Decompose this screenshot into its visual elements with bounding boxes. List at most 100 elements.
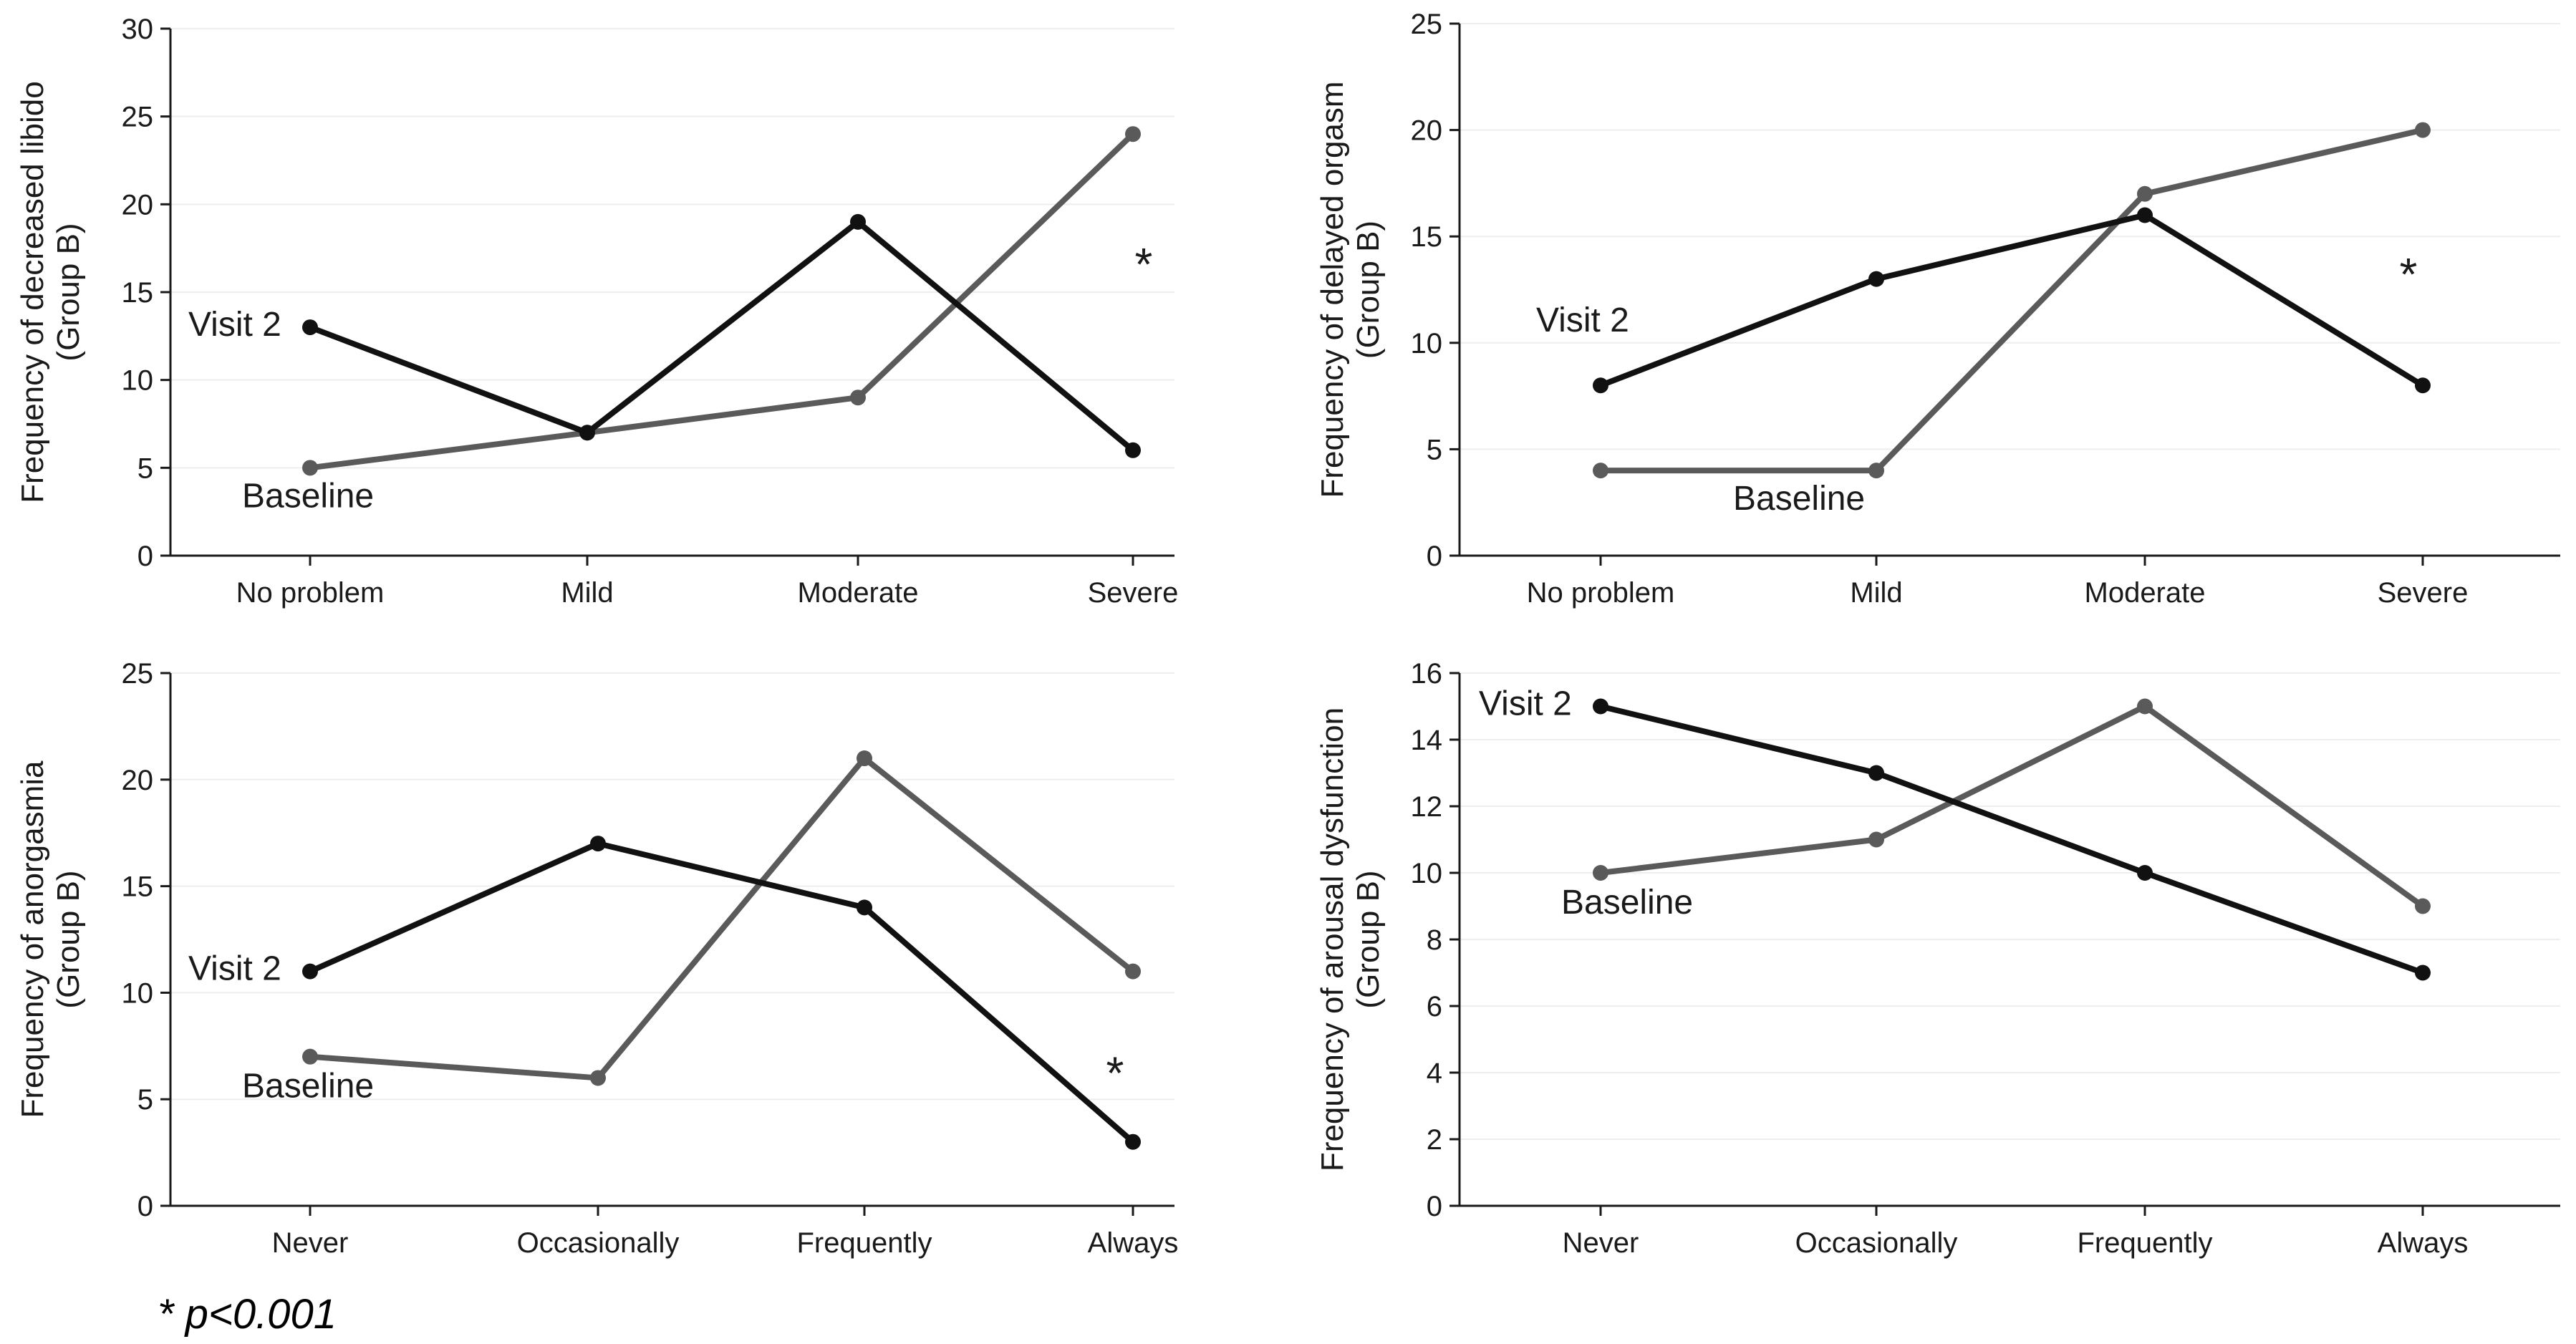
series-line-visit2 <box>1598 212 2426 389</box>
y-axis-label: Frequency of decreased libido(Group B) <box>15 81 86 503</box>
data-point-visit2 <box>1593 377 1608 394</box>
x-tick-label: Moderate <box>798 577 919 609</box>
y-tick-label: 8 <box>1427 924 1442 956</box>
data-point-visit2 <box>579 425 595 441</box>
data-point-baseline <box>1868 463 1884 479</box>
data-point-baseline <box>302 1048 318 1065</box>
y-tick-label: 10 <box>1411 858 1443 889</box>
data-point-visit2 <box>2137 865 2153 881</box>
significance-star: * <box>1106 1048 1124 1099</box>
y-tick-label: 6 <box>1427 991 1442 1022</box>
series-line-baseline <box>307 755 1136 1081</box>
x-tick-label: Never <box>1563 1227 1639 1259</box>
y-axis-label-line2: (Group B) <box>1351 870 1386 1008</box>
y-tick-label: 0 <box>1427 1191 1442 1222</box>
x-tick-label: Occasionally <box>1795 1227 1958 1259</box>
series-line-visit2 <box>307 218 1136 453</box>
y-axis-label-line2: (Group B) <box>51 870 86 1008</box>
data-point-visit2 <box>302 319 318 336</box>
series-line-visit2 <box>307 841 1136 1145</box>
y-tick-label: 0 <box>138 541 153 572</box>
data-point-baseline <box>302 460 318 476</box>
footnote: * p<0.001 <box>158 1291 337 1338</box>
x-tick-label: Severe <box>1088 577 1179 609</box>
y-axis-label-line2: (Group B) <box>51 223 86 361</box>
x-tick-label: No problem <box>236 577 385 609</box>
data-point-visit2 <box>1868 271 1884 287</box>
data-point-baseline <box>850 390 866 406</box>
y-tick-label: 15 <box>122 277 154 309</box>
x-tick-label: Frequently <box>797 1227 932 1259</box>
data-point-baseline <box>1868 831 1884 848</box>
series-label-visit2: Visit 2 <box>1536 301 1629 339</box>
y-tick-label: 25 <box>122 658 154 690</box>
series-line-baseline <box>1598 703 2426 909</box>
data-point-baseline <box>1593 865 1608 881</box>
series-label-baseline: Baseline <box>1561 884 1693 922</box>
data-point-visit2 <box>857 899 872 916</box>
x-tick-label: Always <box>2378 1227 2469 1259</box>
data-point-visit2 <box>2415 377 2431 394</box>
x-tick-label: Always <box>1088 1227 1179 1259</box>
series-label-visit2: Visit 2 <box>188 306 281 344</box>
data-point-baseline <box>1125 963 1141 980</box>
x-tick-label: Frequently <box>2078 1227 2213 1259</box>
series-label-visit2: Visit 2 <box>188 950 281 988</box>
x-tick-label: Severe <box>2378 577 2469 609</box>
series-line-visit2 <box>1598 703 2426 976</box>
data-point-visit2 <box>1593 698 1608 715</box>
y-tick-label: 4 <box>1427 1058 1442 1089</box>
data-point-visit2 <box>1125 1133 1141 1150</box>
data-point-visit2 <box>1125 442 1141 458</box>
y-tick-label: 30 <box>122 14 154 45</box>
y-tick-label: 5 <box>1427 434 1442 465</box>
y-tick-label: 20 <box>122 765 154 796</box>
chart-panel-2: 0 5 10 15 20 25 No problem Mild Moderate Severe Fr… <box>1315 9 2560 609</box>
data-point-baseline <box>857 750 872 767</box>
y-tick-label: 20 <box>1411 115 1443 147</box>
x-tick-label: Occasionally <box>517 1227 680 1259</box>
chart-panel-1: 0 5 10 15 20 25 30 No problem Mild Moderate Severe… <box>15 14 1178 609</box>
y-axis-label-line1: Frequency of arousal dysfunction <box>1315 707 1350 1171</box>
y-axis-label: Frequency of anorgasmia(Group B) <box>15 760 86 1118</box>
series-line-baseline <box>1598 127 2426 474</box>
y-axis-label: Frequency of arousal dysfunction(Group B… <box>1315 707 1386 1171</box>
data-point-baseline <box>590 1070 606 1086</box>
series-label-baseline: Baseline <box>1733 480 1865 518</box>
y-tick-label: 16 <box>1411 658 1443 690</box>
y-tick-label: 25 <box>122 102 154 133</box>
series-line-baseline <box>307 131 1136 471</box>
y-tick-label: 14 <box>1411 725 1443 756</box>
chart-panel-3: 0 5 10 15 20 25 Never Occasionally Frequently Alw… <box>15 658 1178 1259</box>
y-tick-label: 10 <box>1411 328 1443 359</box>
y-tick-label: 10 <box>122 977 154 1009</box>
x-tick-label: Never <box>272 1227 349 1259</box>
y-tick-label: 5 <box>138 1084 153 1116</box>
data-point-baseline <box>1125 126 1141 142</box>
x-tick-label: No problem <box>1527 577 1675 609</box>
x-tick-label: Mild <box>1850 577 1902 609</box>
data-point-baseline <box>2137 185 2153 202</box>
data-point-visit2 <box>2137 207 2153 223</box>
data-point-baseline <box>1593 463 1608 479</box>
data-point-baseline <box>2415 122 2431 138</box>
series-label-baseline: Baseline <box>242 477 374 515</box>
y-axis-label-line1: Frequency of delayed orgasm <box>1315 81 1350 498</box>
data-point-visit2 <box>850 213 866 230</box>
y-axis-label-line2: (Group B) <box>1351 221 1386 359</box>
chart-panel-4: 0 2 4 6 8 10 12 14 16 Never Occasionally Frequently… <box>1315 658 2560 1259</box>
y-axis-label: Frequency of delayed orgasm(Group B) <box>1315 81 1386 498</box>
data-point-baseline <box>2415 898 2431 914</box>
significance-star: * <box>1135 238 1153 290</box>
y-tick-label: 15 <box>1411 221 1443 253</box>
data-point-visit2 <box>2415 965 2431 981</box>
series-label-visit2: Visit 2 <box>1479 685 1572 723</box>
y-tick-label: 20 <box>122 189 154 221</box>
data-point-baseline <box>2137 698 2153 715</box>
data-point-visit2 <box>1868 765 1884 781</box>
y-tick-label: 25 <box>1411 9 1443 40</box>
y-axis-label-line1: Frequency of decreased libido <box>15 81 50 503</box>
y-tick-label: 12 <box>1411 791 1443 823</box>
series-label-baseline: Baseline <box>242 1068 374 1106</box>
